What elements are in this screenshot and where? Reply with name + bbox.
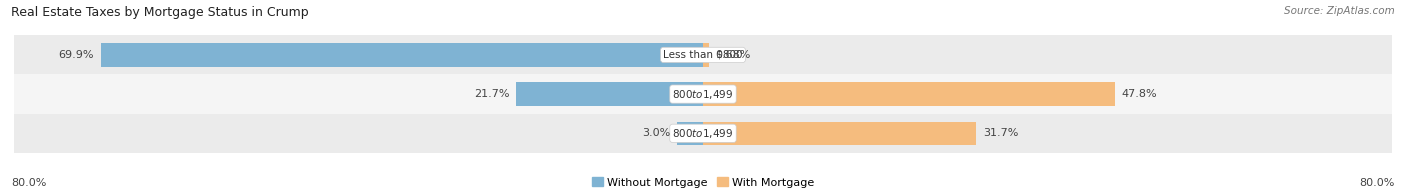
- Text: Less than $800: Less than $800: [664, 50, 742, 60]
- Text: 0.68%: 0.68%: [716, 50, 751, 60]
- Text: 69.9%: 69.9%: [59, 50, 94, 60]
- Bar: [14, 114, 1392, 153]
- Bar: [14, 35, 1392, 74]
- Text: 47.8%: 47.8%: [1122, 89, 1157, 99]
- Text: Real Estate Taxes by Mortgage Status in Crump: Real Estate Taxes by Mortgage Status in …: [11, 6, 309, 19]
- Bar: [703, 122, 976, 145]
- Text: 31.7%: 31.7%: [983, 128, 1018, 138]
- Bar: [14, 74, 1392, 114]
- Text: Source: ZipAtlas.com: Source: ZipAtlas.com: [1284, 6, 1395, 16]
- Legend: Without Mortgage, With Mortgage: Without Mortgage, With Mortgage: [588, 173, 818, 192]
- Text: $800 to $1,499: $800 to $1,499: [672, 88, 734, 101]
- Bar: [516, 82, 703, 106]
- Text: $800 to $1,499: $800 to $1,499: [672, 127, 734, 140]
- Bar: [703, 82, 1115, 106]
- Bar: [703, 43, 709, 67]
- Bar: [678, 122, 703, 145]
- Text: 3.0%: 3.0%: [643, 128, 671, 138]
- Text: 21.7%: 21.7%: [474, 89, 509, 99]
- Text: 80.0%: 80.0%: [1360, 178, 1395, 188]
- Bar: [101, 43, 703, 67]
- Text: 80.0%: 80.0%: [11, 178, 46, 188]
